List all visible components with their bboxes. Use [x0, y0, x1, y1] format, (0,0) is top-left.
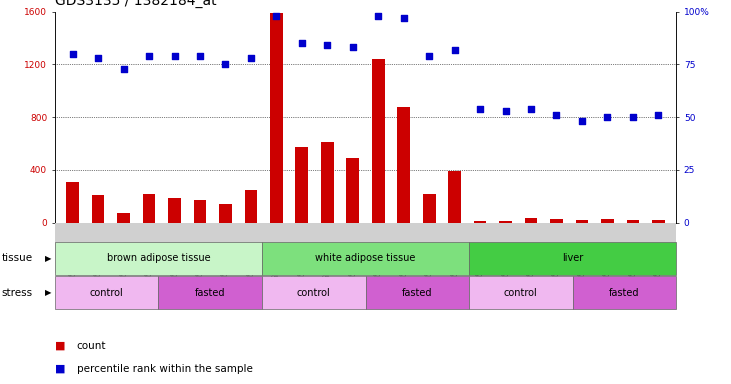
Point	[627, 114, 639, 120]
Bar	[423, 194, 436, 223]
Bar	[525, 218, 537, 223]
Text: control: control	[504, 288, 538, 298]
Point	[296, 40, 308, 46]
Bar	[194, 200, 206, 223]
Bar	[143, 194, 156, 223]
Text: fasted: fasted	[609, 288, 640, 298]
Bar	[474, 221, 486, 223]
Bar	[652, 220, 664, 223]
Bar	[550, 219, 563, 223]
Bar	[219, 204, 232, 223]
Bar	[448, 171, 461, 223]
Bar	[168, 198, 181, 223]
Point	[322, 42, 333, 48]
Bar	[321, 142, 333, 223]
Point	[423, 53, 435, 59]
Point	[398, 15, 409, 21]
Point	[92, 55, 104, 61]
Bar	[499, 221, 512, 223]
Bar	[245, 190, 257, 223]
Point	[449, 46, 461, 53]
Text: control: control	[90, 288, 124, 298]
Point	[143, 53, 155, 59]
Point	[372, 13, 384, 19]
Point	[602, 114, 613, 120]
Bar	[626, 220, 639, 223]
Bar	[117, 213, 130, 223]
Point	[653, 112, 664, 118]
Bar	[270, 13, 283, 223]
Point	[245, 55, 257, 61]
Bar	[92, 195, 105, 223]
Point	[576, 118, 588, 124]
Point	[474, 106, 486, 112]
Text: liver: liver	[562, 253, 583, 263]
Bar	[601, 219, 614, 223]
Point	[550, 112, 562, 118]
Point	[118, 65, 129, 71]
Text: tissue: tissue	[1, 253, 33, 263]
Text: white adipose tissue: white adipose tissue	[315, 253, 416, 263]
Point	[194, 53, 206, 59]
Text: ▶: ▶	[45, 288, 51, 297]
Text: stress: stress	[1, 288, 33, 298]
Point	[347, 44, 359, 50]
Point	[500, 108, 512, 114]
Text: ■: ■	[55, 341, 65, 351]
Text: ▶: ▶	[45, 254, 51, 263]
Bar	[67, 182, 79, 223]
Point	[219, 61, 231, 68]
Bar	[398, 107, 410, 223]
Bar	[346, 158, 359, 223]
Text: brown adipose tissue: brown adipose tissue	[107, 253, 211, 263]
Text: percentile rank within the sample: percentile rank within the sample	[77, 364, 253, 374]
Text: fasted: fasted	[195, 288, 225, 298]
Point	[525, 106, 537, 112]
Text: control: control	[297, 288, 330, 298]
Text: ■: ■	[55, 364, 65, 374]
Point	[67, 51, 78, 57]
Point	[169, 53, 181, 59]
Point	[270, 13, 282, 19]
Text: fasted: fasted	[402, 288, 433, 298]
Bar	[575, 220, 588, 223]
Bar	[295, 147, 308, 223]
Bar	[372, 59, 385, 223]
Text: count: count	[77, 341, 106, 351]
Text: GDS3135 / 1382184_at: GDS3135 / 1382184_at	[55, 0, 216, 8]
